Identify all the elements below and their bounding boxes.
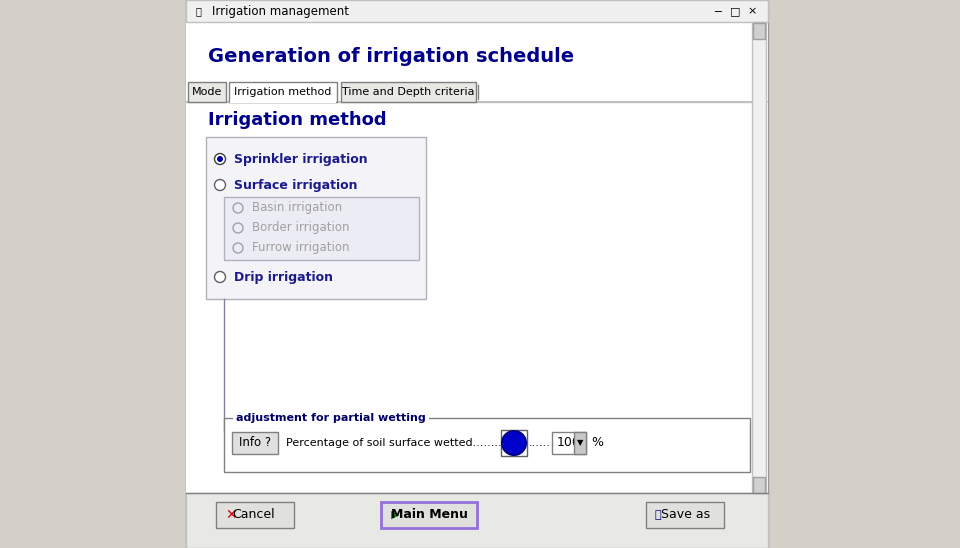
Bar	[753, 477, 765, 493]
Bar	[381, 502, 477, 528]
Text: Time and Depth criteria: Time and Depth criteria	[343, 87, 475, 97]
Bar	[188, 82, 226, 102]
Text: ......: ......	[529, 438, 551, 448]
Text: Main Menu: Main Menu	[391, 509, 468, 522]
Text: %: %	[591, 437, 603, 449]
Bar	[501, 430, 527, 456]
Bar	[186, 0, 768, 22]
Circle shape	[217, 156, 223, 162]
Text: ✕: ✕	[226, 508, 237, 522]
Bar	[186, 493, 768, 548]
Bar	[341, 82, 476, 102]
Circle shape	[233, 243, 243, 253]
Text: ─: ─	[714, 6, 721, 16]
Text: □: □	[730, 6, 740, 16]
Circle shape	[214, 153, 226, 164]
Bar	[224, 418, 750, 472]
Text: 100: 100	[557, 437, 581, 449]
Text: Basin irrigation: Basin irrigation	[252, 202, 342, 214]
Text: Border irrigation: Border irrigation	[252, 221, 349, 235]
Text: Cancel: Cancel	[232, 509, 276, 522]
Text: 🌊: 🌊	[196, 6, 202, 16]
Bar	[186, 0, 768, 548]
Circle shape	[233, 223, 243, 233]
Circle shape	[214, 271, 226, 283]
Bar	[230, 101, 336, 103]
Text: Drip irrigation: Drip irrigation	[234, 271, 333, 283]
Text: Irrigation method: Irrigation method	[234, 87, 332, 97]
Text: Irrigation management: Irrigation management	[212, 4, 349, 18]
Bar	[186, 101, 768, 102]
Circle shape	[233, 203, 243, 213]
Circle shape	[502, 431, 526, 455]
Text: 💾: 💾	[655, 510, 661, 520]
Text: Percentage of soil surface wetted............: Percentage of soil surface wetted.......…	[286, 438, 516, 448]
Text: Irrigation method: Irrigation method	[208, 111, 387, 129]
Text: Sprinkler irrigation: Sprinkler irrigation	[234, 152, 368, 165]
Text: Generation of irrigation schedule: Generation of irrigation schedule	[208, 48, 574, 66]
Text: Surface irrigation: Surface irrigation	[234, 179, 357, 191]
Text: ▼: ▼	[577, 438, 584, 448]
Bar	[232, 432, 278, 454]
Bar	[206, 137, 426, 299]
Text: Furrow irrigation: Furrow irrigation	[252, 242, 349, 254]
Bar	[752, 22, 766, 495]
Text: Mode: Mode	[192, 87, 222, 97]
Bar	[186, 22, 768, 548]
Text: ×: ×	[747, 6, 756, 16]
Bar	[574, 432, 586, 454]
Bar	[229, 82, 337, 102]
Text: ▶: ▶	[391, 510, 399, 520]
Bar	[552, 432, 586, 454]
Text: Save as: Save as	[661, 509, 710, 522]
Text: Info ?: Info ?	[239, 437, 271, 449]
Text: adjustment for partial wetting: adjustment for partial wetting	[236, 413, 425, 423]
Bar	[216, 502, 294, 528]
Bar	[753, 23, 765, 39]
Circle shape	[214, 180, 226, 191]
Bar	[646, 502, 724, 528]
Bar	[224, 197, 419, 260]
